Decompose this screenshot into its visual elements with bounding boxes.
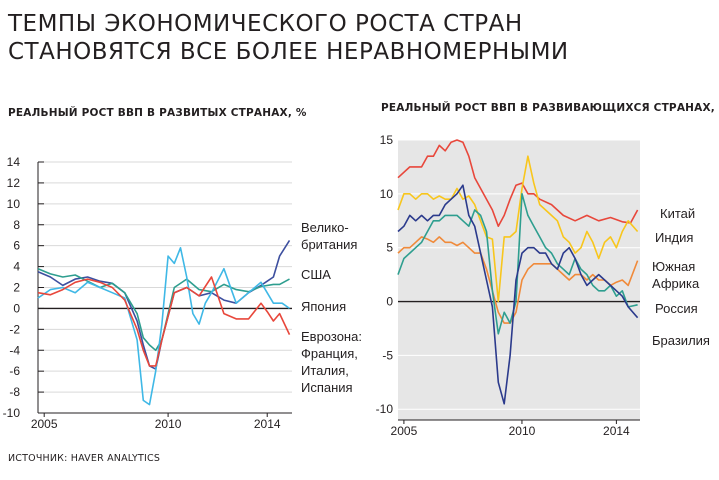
series-label-1: Китай [660, 206, 695, 221]
y-tick-label: 10 [380, 187, 394, 201]
y-tick-label: -10 [376, 402, 394, 416]
series-label-2: США [301, 267, 331, 282]
series-label-5: Бразилия [652, 333, 710, 348]
x-tick-label: 2010 [155, 417, 182, 431]
page-title: ТЕМПЫ ЭКОНОМИЧЕСКОГО РОСТА СТРАН СТАНОВЯ… [8, 10, 608, 66]
x-tick-label: 2014 [603, 424, 630, 438]
right-chart-title: РЕАЛЬНЫЙ РОСТ ВВП В РАЗВИВАЮЩИХСЯ СТРАНА… [381, 102, 719, 114]
left-chart-title: РЕАЛЬНЫЙ РОСТ ВВП В РАЗВИТЫХ СТРАНАХ, % [8, 107, 307, 119]
series-label-4: Россия [655, 301, 698, 316]
source-note: ИСТОЧНИК: HAVER ANALYTICS [8, 453, 161, 464]
series-line-3 [397, 236, 639, 324]
x-tick-label: 2014 [254, 417, 281, 431]
series-line-1 [397, 139, 639, 227]
x-tick-label: 2005 [31, 417, 58, 431]
y-tick-label: 2 [13, 281, 20, 295]
x-tick-label: 2010 [509, 424, 536, 438]
series-label-4: Еврозона: Франция, Италия, Испания [301, 329, 362, 395]
y-tick-label: 6 [13, 239, 20, 253]
title-line-1: ТЕМПЫ ЭКОНОМИЧЕСКОГО РОСТА СТРАН [8, 11, 523, 37]
series-label-1: Велико-британия [301, 220, 357, 252]
series-line-4 [397, 193, 638, 335]
series-label-2: Индия [655, 230, 693, 245]
y-tick-label: 8 [13, 218, 20, 232]
y-tick-label: -10 [3, 406, 21, 420]
series-label-3: Япония [301, 299, 346, 314]
series-label-3: Южная Африка [652, 259, 700, 291]
x-tick-label: 2005 [391, 424, 418, 438]
title-line-2: СТАНОВЯТСЯ ВСЕ БОЛЕЕ НЕРАВНОМЕРНЫМИ [8, 39, 569, 65]
series-line-4 [37, 276, 291, 367]
y-tick-label: 0 [386, 295, 393, 309]
series-line-5 [397, 184, 639, 405]
y-tick-label: 15 [380, 133, 394, 147]
y-tick-label: 14 [7, 155, 21, 169]
series-line-3 [37, 247, 290, 406]
y-tick-label: 0 [13, 301, 20, 315]
y-tick-label: 12 [7, 176, 21, 190]
y-tick-label: -4 [9, 343, 20, 357]
y-tick-label: -6 [9, 364, 20, 378]
y-tick-label: 10 [7, 197, 21, 211]
y-tick-label: -8 [9, 385, 20, 399]
y-tick-label: 4 [13, 260, 20, 274]
y-tick-label: -2 [9, 322, 20, 336]
series-line-2 [397, 155, 639, 303]
y-tick-label: -5 [382, 348, 393, 362]
y-tick-label: 5 [386, 241, 393, 255]
